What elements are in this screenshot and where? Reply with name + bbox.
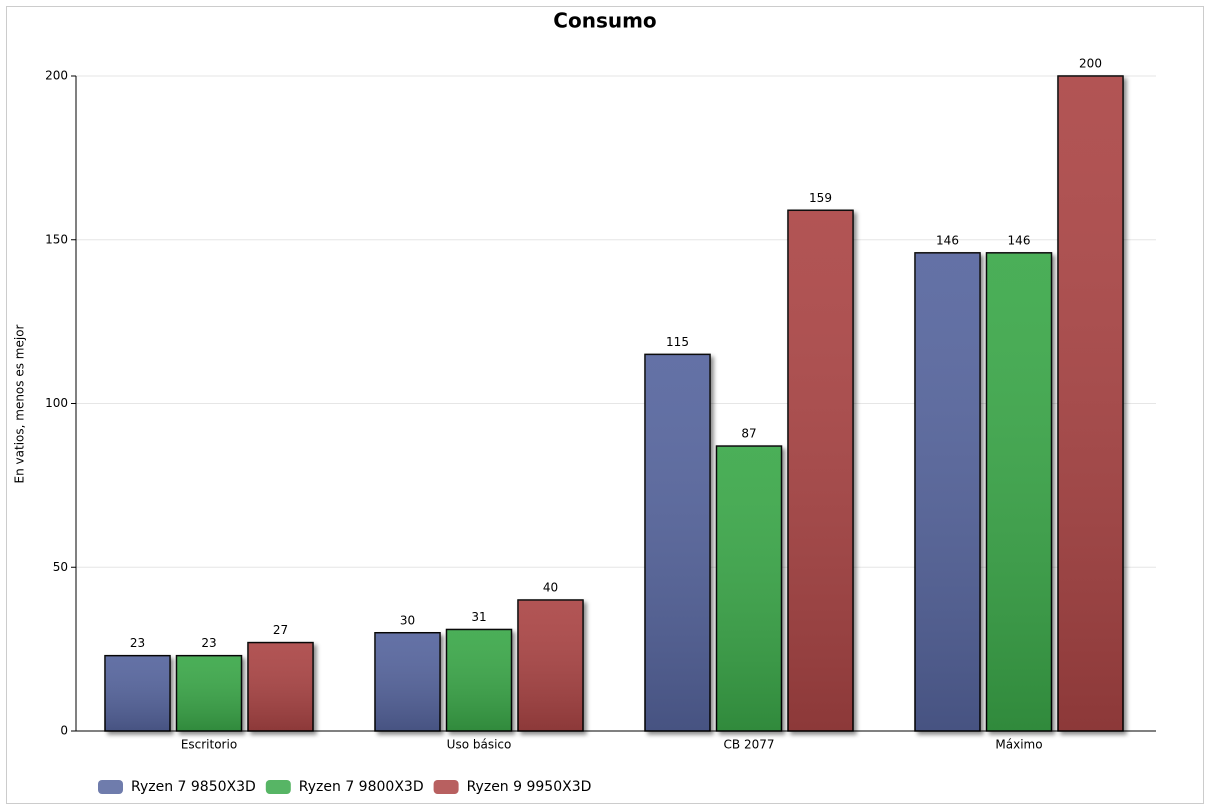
data-label: 146: [1008, 233, 1031, 247]
y-tick-label: 200: [45, 69, 68, 83]
y-tick-label: 0: [60, 724, 68, 738]
data-label: 146: [936, 233, 959, 247]
bar-shade: [645, 354, 710, 731]
bar-shade: [915, 252, 980, 731]
bar-shade: [1058, 76, 1123, 731]
x-tick-label: Escritorio: [181, 738, 237, 752]
data-label: 40: [543, 581, 558, 595]
legend-swatch: [433, 780, 459, 794]
legend-label: Ryzen 9 9950X3D: [467, 779, 592, 795]
y-axis-label: En vatios, menos es mejor: [13, 324, 27, 483]
chart-title: Consumo: [553, 9, 656, 33]
data-label: 30: [400, 613, 415, 627]
x-tick-label: Máximo: [995, 738, 1042, 752]
legend-label: Ryzen 7 9800X3D: [299, 779, 424, 795]
bar-shade: [788, 210, 853, 731]
x-tick-label: CB 2077: [724, 738, 775, 752]
legend-label: Ryzen 7 9850X3D: [131, 779, 256, 795]
legend-swatch: [265, 780, 291, 794]
data-label: 31: [471, 610, 486, 624]
y-tick-label: 100: [45, 396, 68, 410]
bar-shade: [176, 655, 242, 731]
y-tick-label: 150: [45, 232, 68, 246]
data-label: 115: [666, 335, 689, 349]
bar-shade: [248, 642, 313, 731]
data-label: 23: [201, 636, 216, 650]
data-label: 23: [130, 636, 145, 650]
legend-swatch: [98, 780, 123, 794]
bar-shade: [375, 632, 440, 731]
data-label: 159: [809, 191, 832, 205]
bar-shade: [716, 446, 782, 731]
x-tick-label: Uso básico: [447, 738, 512, 752]
bar-shade: [986, 252, 1052, 731]
bar-shade: [105, 655, 170, 731]
data-label: 200: [1079, 57, 1102, 71]
data-label: 27: [273, 623, 288, 637]
bar-shade: [518, 600, 583, 731]
bar-shade: [446, 629, 512, 731]
frame: [6, 6, 1204, 804]
data-label: 87: [741, 427, 756, 441]
y-tick-label: 50: [53, 560, 68, 574]
